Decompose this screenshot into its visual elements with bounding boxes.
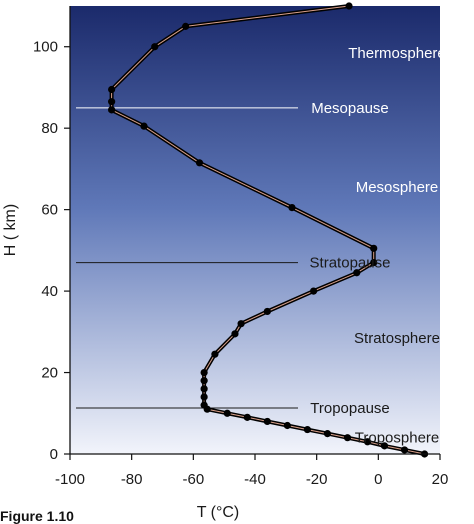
y-tick-label: 0: [50, 446, 58, 463]
data-point: [345, 2, 353, 10]
data-point: [370, 244, 378, 252]
data-point: [200, 401, 208, 409]
x-tick-label: -80: [121, 471, 143, 488]
data-point: [370, 258, 378, 267]
x-tick-label: -20: [306, 471, 328, 488]
boundary-label-tropopause: Tropopause: [310, 400, 390, 417]
data-point: [200, 377, 208, 385]
data-point: [182, 22, 190, 30]
data-point: [211, 350, 219, 358]
y-tick-label: 60: [41, 202, 58, 219]
x-tick-label: 20: [432, 471, 449, 488]
x-tick-label: 0: [374, 471, 382, 488]
y-tick-label: 40: [41, 283, 58, 300]
data-point: [400, 446, 409, 454]
data-point: [231, 330, 239, 338]
layer-label-mesosphere: Mesosphere: [356, 179, 439, 196]
data-point: [223, 409, 231, 417]
data-point: [200, 393, 208, 401]
x-tick-label: -60: [182, 471, 204, 488]
data-point: [108, 106, 116, 114]
data-point: [108, 85, 116, 94]
boundary-label-mesopause: Mesopause: [311, 100, 389, 117]
figure-caption: Figure 1.10: [0, 508, 74, 524]
layer-label-troposphere: Troposphere: [355, 430, 440, 447]
data-point: [353, 269, 361, 277]
data-point: [243, 413, 251, 421]
data-point: [140, 122, 148, 130]
data-point: [303, 425, 312, 434]
x-axis-label: T (°C): [197, 504, 240, 521]
data-point: [263, 307, 271, 316]
x-tick-label: -100: [55, 471, 85, 488]
data-point: [237, 320, 245, 328]
y-tick-label: 100: [33, 39, 58, 56]
y-tick-label: 80: [41, 120, 58, 137]
data-point: [288, 204, 296, 212]
data-point: [263, 417, 271, 426]
data-point: [283, 421, 291, 430]
y-axis-label: H ( km): [2, 204, 19, 256]
data-point: [380, 442, 389, 450]
data-point: [108, 98, 116, 106]
data-point: [195, 159, 204, 167]
data-point: [343, 434, 352, 442]
layer-label-thermosphere: Thermosphere: [348, 45, 446, 62]
layer-label-stratosphere: Stratosphere: [354, 330, 440, 347]
data-point: [200, 368, 208, 377]
data-point: [200, 385, 208, 393]
x-tick-label: -40: [244, 471, 266, 488]
data-point: [309, 287, 318, 295]
y-tick-label: 20: [41, 365, 58, 382]
plot-background: [70, 6, 440, 454]
boundary-label-stratopause: Stratopause: [310, 255, 391, 272]
data-point: [323, 430, 332, 438]
temperature-profile-highlight: [111, 5, 425, 455]
data-point: [151, 43, 159, 51]
data-point: [363, 438, 372, 446]
